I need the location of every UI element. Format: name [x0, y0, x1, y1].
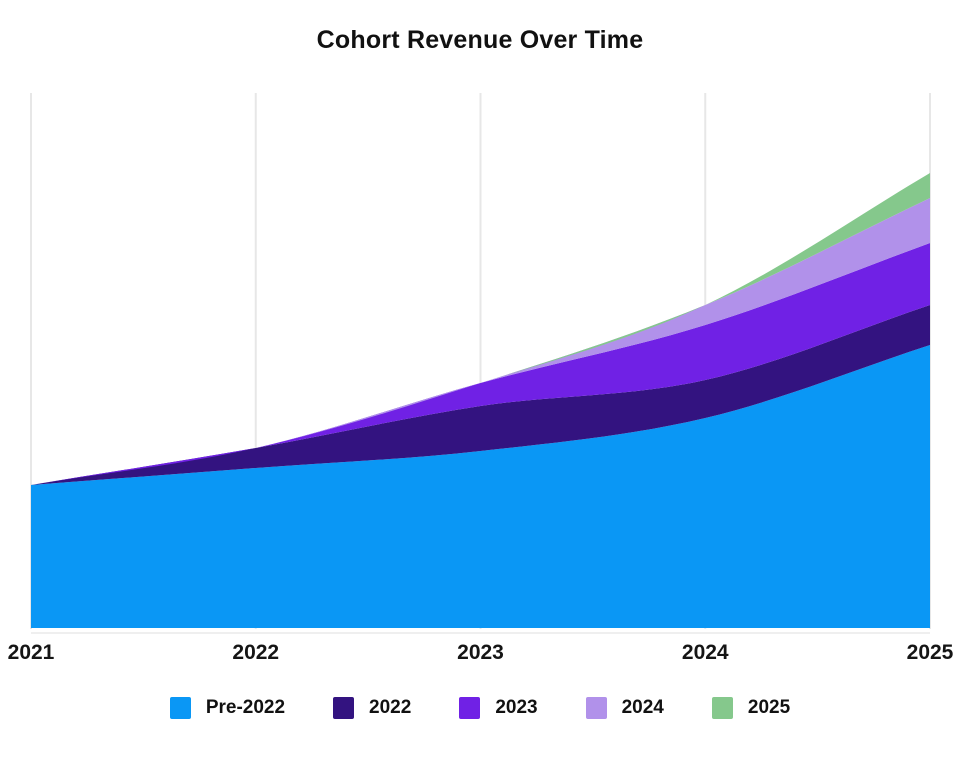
legend-label: 2022: [369, 697, 412, 718]
legend: Pre-2022 2022 2023 2024 2025: [0, 697, 960, 719]
legend-label: 2023: [495, 697, 538, 718]
legend-swatch-icon: [333, 697, 355, 719]
legend-item-pre-2022[interactable]: Pre-2022: [169, 697, 286, 719]
legend-item-2024[interactable]: 2024: [585, 697, 664, 719]
legend-item-2025[interactable]: 2025: [711, 697, 791, 719]
legend-swatch-icon: [459, 697, 481, 719]
x-axis-label-2022: 2022: [232, 641, 280, 664]
legend-item-2022[interactable]: 2022: [333, 697, 411, 719]
legend-label: 2025: [747, 697, 791, 718]
area-band-2023: [31, 243, 930, 485]
x-axis-label-2021: 2021: [7, 641, 55, 664]
x-axis-label-2023: 2023: [457, 641, 504, 664]
legend-swatch-icon: [169, 697, 191, 719]
legend-label: Pre-2022: [205, 697, 286, 718]
x-axis-label-2025: 2025: [906, 641, 954, 664]
legend-swatch-icon: [585, 697, 607, 719]
legend-swatch-icon: [711, 697, 733, 719]
area-band-2022: [31, 305, 930, 485]
chart-title: Cohort Revenue Over Time: [316, 26, 644, 54]
legend-item-2023[interactable]: 2023: [459, 697, 538, 719]
x-axis-label-2024: 2024: [681, 641, 729, 664]
area-band-pre-2022: [31, 345, 930, 628]
legend-label: 2024: [621, 697, 664, 718]
